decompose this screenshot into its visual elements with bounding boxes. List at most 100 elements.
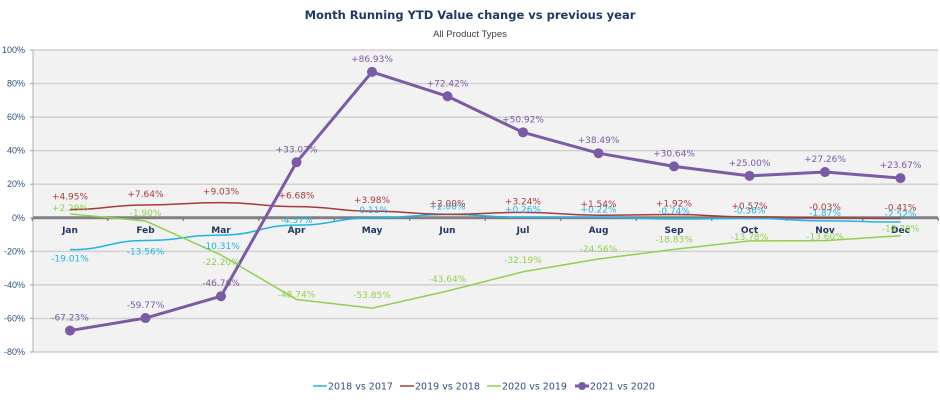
x-tick-label: Feb [136,226,155,236]
data-label: -0.03% [809,203,841,213]
data-label: +38.49% [578,136,620,146]
y-tick-label: 20% [7,179,25,189]
x-tick-label: Jun [438,226,455,236]
data-label: -10.31% [202,242,240,252]
x-tick-label: Sep [664,226,684,236]
data-label: +3.98% [354,196,391,206]
data-point [65,325,75,336]
data-label: +3.24% [505,197,542,207]
data-label: -18.83% [655,235,693,245]
legend-label: 2020 vs 2019 [502,382,567,393]
gridlines [33,49,938,353]
data-point [820,167,830,178]
data-label: -0.11% [356,206,388,216]
data-label: -4.37% [281,216,313,226]
data-label: +2.00% [429,199,466,209]
data-label: -2.52% [885,210,917,220]
plot-area [33,50,938,352]
data-label: +23.67% [880,161,922,171]
data-point [895,173,906,184]
data-label: +50.92% [502,115,544,125]
data-label: -19.01% [51,255,89,265]
data-label: -13.78% [731,233,769,243]
data-label: -46.76% [202,279,240,289]
data-label: -10.70% [882,225,920,235]
data-point [216,291,226,302]
data-labels: -19.01% -13.56% -10.31% -4.37% -0.11% +2.00% +… [51,55,922,324]
data-label: -13.60% [806,233,844,243]
data-point [367,66,377,77]
data-label: -67.23% [51,314,89,324]
data-label: +27.26% [804,155,846,165]
x-tick-label: Aug [589,226,609,236]
data-label: +0.26% [505,205,542,215]
data-label: +6.68% [278,192,315,202]
data-label: +4.95% [52,192,89,202]
y-tick-label: 60% [7,112,25,122]
x-tick-label: Oct [741,226,759,236]
data-label: +9.03% [203,188,240,198]
data-label: +1.92% [656,200,693,210]
data-label: -48.74% [278,291,316,301]
data-point [442,91,453,102]
data-label: +7.64% [127,190,164,200]
x-tick-label: Apr [288,226,306,236]
y-tick-label: -80% [4,347,25,357]
data-point [669,161,679,172]
data-label: -1.90% [130,209,162,219]
chart-subtitle: All Product Types [433,29,507,40]
data-label: -0.74% [658,207,690,217]
data-label: -43.64% [429,275,467,285]
x-tick-label: Nov [815,226,835,236]
data-label: +86.93% [351,55,393,65]
x-tick-label: Jul [516,226,530,236]
x-tick-label: May [362,226,383,236]
y-tick-label: -40% [4,280,25,290]
data-label: +0.22% [580,205,617,215]
data-point [291,157,302,168]
x-tick-label: Mar [211,226,231,236]
data-point [593,148,604,159]
data-label: +33.07% [276,145,318,155]
y-tick-label: 80% [7,79,25,89]
data-label: -53.85% [353,291,391,301]
legend-marker [578,382,586,390]
y-axis: 100% 80% 60% 40% 20% 0% -20% -40% -60% -80% [2,45,34,357]
data-label: +30.64% [653,149,695,159]
series-line-2021-vs-2020 [69,70,901,333]
data-label: +2.00% [429,202,466,212]
y-tick-label: -20% [4,246,25,256]
series-line-2020-vs-2019 [69,213,901,309]
legend-label: 2018 vs 2017 [328,382,393,393]
data-label: -24.56% [580,245,618,255]
y-tick-label: 100% [2,45,25,55]
series-line-2019-vs-2018 [69,201,901,220]
data-point [140,313,151,324]
legend-label: 2021 vs 2020 [590,382,655,393]
data-point [744,170,755,181]
data-label: -1.87% [809,209,841,219]
data-label: +1.54% [580,200,617,210]
data-label: +25.00% [729,159,771,169]
data-label: +72.42% [427,79,469,89]
x-tick-label: Jan [61,226,78,236]
legend-label: 2019 vs 2018 [415,382,480,393]
data-label: +2.29% [52,204,89,214]
y-tick-label: 40% [7,146,25,156]
series-lines [65,66,906,336]
data-label: -22.20% [202,258,240,268]
data-label: -0.36% [734,206,766,216]
legend: 2018 vs 2017 2019 vs 2018 2020 vs 2019 2021… [313,382,655,393]
data-label: -0.41% [885,203,917,213]
data-point [518,127,528,138]
data-label: -13.56% [127,248,165,258]
chart-title: Month Running YTD Value change vs previo… [304,8,636,22]
data-label: -59.77% [127,301,165,311]
data-label: +0.57% [731,202,768,212]
y-tick-label: -60% [4,313,25,323]
data-label: -32.19% [504,256,542,266]
y-tick-label: 0% [12,213,25,223]
x-tick-label: Dec [891,226,910,236]
series-line-2018-vs-2017 [69,213,901,251]
